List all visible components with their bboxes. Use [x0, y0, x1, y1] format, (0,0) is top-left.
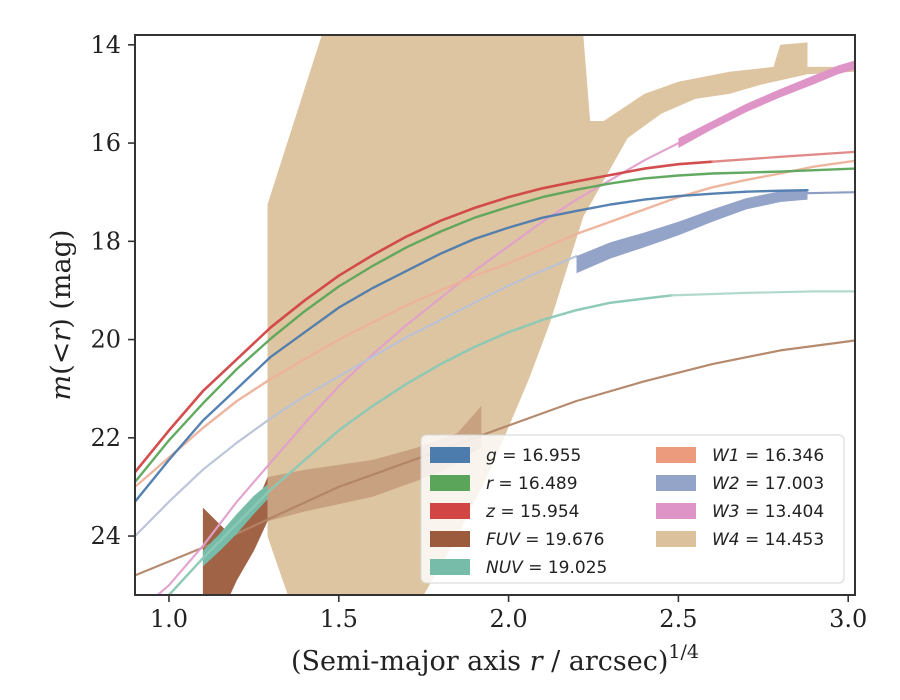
- legend-swatch: [656, 531, 696, 547]
- x-tick-label: 2.0: [489, 605, 527, 633]
- legend-label: W3 = 13.404: [712, 502, 824, 522]
- legend-label: FUV = 19.676: [486, 530, 604, 550]
- series-w2-band: [576, 189, 808, 274]
- series-nuv-line: [167, 294, 673, 595]
- series-w1: [135, 159, 855, 489]
- legend-label: g = 16.955: [486, 446, 581, 466]
- series-nuv-ext: [670, 290, 855, 297]
- legend-swatch: [430, 503, 470, 519]
- axes: 1.0 1.5 2.0 2.5 3.0 14 16 18 20 22 24: [90, 31, 867, 633]
- x-tick-label: 2.5: [659, 605, 697, 633]
- y-tick-label: 22: [90, 424, 121, 452]
- series-fuv-line: [135, 339, 855, 577]
- legend-swatch: [656, 447, 696, 463]
- x-axis-title: (Semi-major axis r / arcsec)1/4: [291, 641, 699, 677]
- series-w2-thin: [135, 255, 578, 538]
- legend-swatch: [656, 503, 696, 519]
- legend-swatch: [430, 447, 470, 463]
- legend-label: W2 = 17.003: [712, 474, 824, 494]
- y-tick-label: 18: [90, 227, 121, 255]
- series-g: [135, 188, 809, 503]
- y-tick-label: 20: [90, 326, 121, 354]
- legend-swatch: [430, 531, 470, 547]
- x-tick-label: 3.0: [829, 605, 867, 633]
- series-w2-ext: [806, 191, 855, 195]
- legend-label: z = 15.954: [485, 502, 579, 522]
- series-z-ext: [711, 150, 855, 163]
- legend-label: W1 = 16.346: [712, 446, 824, 466]
- y-axis-title: m(<r) (mag): [46, 230, 77, 401]
- legend-label: W4 = 14.453: [712, 530, 824, 550]
- legend-swatch: [430, 559, 470, 575]
- x-tick-label: 1.5: [320, 605, 358, 633]
- y-tick-label: 24: [90, 522, 121, 550]
- series-r: [135, 167, 855, 484]
- series-fuv-extension: [267, 405, 482, 522]
- series-w3-band: [678, 60, 855, 148]
- series-layer: [135, 35, 855, 595]
- series-fuv: [202, 477, 268, 595]
- legend-label: NUV = 19.025: [486, 558, 607, 578]
- legend-box: [420, 434, 845, 584]
- legend: g = 16.955 r = 16.489 z = 15.954 FUV = 19.6…: [420, 434, 845, 584]
- series-w4: [267, 35, 855, 595]
- legend-label: r = 16.489: [486, 474, 578, 494]
- y-tick-label: 16: [90, 129, 121, 157]
- legend-swatch: [430, 475, 470, 491]
- y-tick-label: 14: [90, 31, 121, 59]
- x-tick-label: 1.0: [150, 605, 188, 633]
- legend-swatch: [656, 475, 696, 491]
- series-z: [135, 160, 714, 474]
- plot-frame: [134, 34, 856, 596]
- series-w3-thin: [155, 142, 680, 595]
